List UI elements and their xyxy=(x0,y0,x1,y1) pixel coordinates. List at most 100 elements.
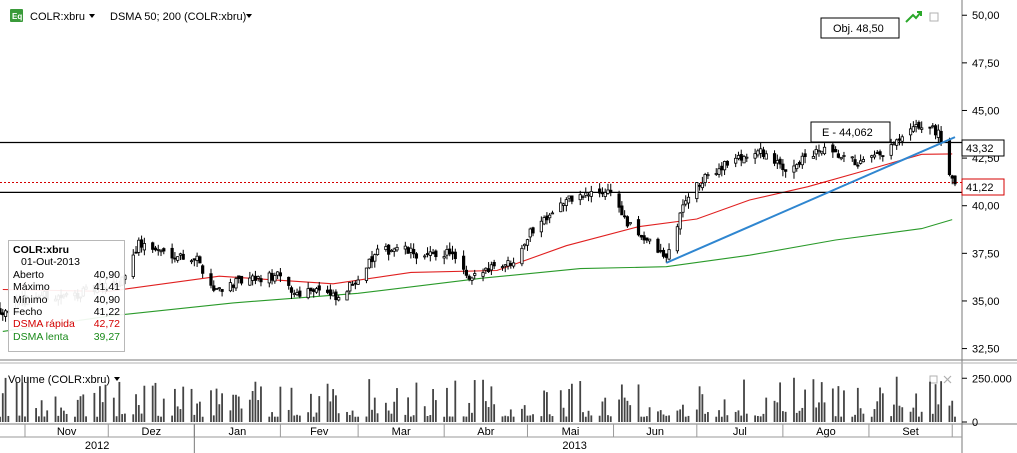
volume-bar xyxy=(82,394,85,422)
candle-body xyxy=(564,199,568,206)
candle-body xyxy=(139,239,144,248)
month-label: Mai xyxy=(562,426,580,438)
volume-bar xyxy=(493,404,496,422)
volume-bar xyxy=(210,390,212,422)
volume-bar xyxy=(237,396,240,422)
volume-bar xyxy=(565,416,568,422)
symbol-dropdown[interactable]: COLR:xbru xyxy=(30,11,85,23)
volume-bar xyxy=(296,414,298,422)
candle-body xyxy=(181,253,185,260)
candle-body xyxy=(567,195,571,199)
candle-body xyxy=(337,297,341,301)
candle-body xyxy=(664,253,668,258)
volume-bar xyxy=(934,384,937,422)
volume-bar xyxy=(948,405,951,422)
chevron-down-icon[interactable] xyxy=(89,14,95,18)
legend-row-label: DSMA lenta xyxy=(13,330,69,343)
candle-body xyxy=(700,182,704,189)
candle-body xyxy=(725,160,729,166)
volume-bar xyxy=(931,413,934,422)
trend-up-icon[interactable] xyxy=(905,11,922,23)
candle-body xyxy=(442,256,446,259)
candle-body xyxy=(453,251,457,260)
candle-body xyxy=(467,275,471,280)
volume-bar xyxy=(151,385,154,422)
chevron-down-icon[interactable] xyxy=(246,14,252,18)
candle-body xyxy=(617,193,621,208)
legend-row-value: 40,90 xyxy=(93,293,120,306)
volume-bar xyxy=(40,400,43,422)
candle-body xyxy=(659,250,663,252)
volume-bar xyxy=(287,409,290,422)
volume-bar xyxy=(509,409,512,422)
price-tick-label: 47,50 xyxy=(972,58,1000,70)
volume-bar xyxy=(568,389,571,422)
volume-bar xyxy=(582,412,584,422)
volume-bar xyxy=(898,405,901,422)
volume-bar xyxy=(390,413,393,422)
volume-bar xyxy=(318,396,321,422)
candle-body xyxy=(570,195,574,202)
legend-row: Aberto 40,90 xyxy=(13,269,120,281)
resistance-level-tag xyxy=(961,139,1005,157)
candle-body xyxy=(217,287,221,290)
volume-bar xyxy=(426,416,429,422)
chevron-down-icon[interactable] xyxy=(114,377,120,381)
volume-bar xyxy=(157,415,160,422)
volume-bar xyxy=(337,413,340,422)
candle-body xyxy=(584,192,588,196)
volume-bar xyxy=(740,415,743,422)
volume-bar xyxy=(193,414,196,422)
volume-bar xyxy=(662,414,665,422)
volume-bar xyxy=(523,405,526,422)
volume-bar xyxy=(526,415,529,422)
volume-bar xyxy=(540,416,543,422)
close-icon[interactable] xyxy=(943,375,952,384)
volume-panel-title[interactable]: Volume (COLR:xbru) xyxy=(8,374,110,386)
volume-bar xyxy=(18,415,21,422)
candle-body xyxy=(739,154,743,161)
candle-body xyxy=(412,249,416,255)
volume-bar xyxy=(229,410,232,422)
candle-body xyxy=(353,282,357,285)
candle-body xyxy=(717,168,721,175)
indicator-dropdown[interactable]: DSMA 50; 200 (COLR:xbru) xyxy=(110,11,246,23)
legend-date: 01-Out-2013 xyxy=(21,256,80,269)
volume-bar xyxy=(629,405,632,422)
volume-bar xyxy=(268,416,271,422)
candle-body xyxy=(697,184,702,187)
volume-bar xyxy=(451,416,454,422)
candle-body xyxy=(531,227,535,234)
candle-body xyxy=(156,249,160,251)
candle-body xyxy=(686,196,691,204)
volume-bar xyxy=(312,416,315,422)
candle-body xyxy=(620,205,624,216)
volume-bar xyxy=(929,381,931,422)
volume-bar xyxy=(801,407,804,422)
volume-bar xyxy=(335,395,337,422)
volume-bar xyxy=(273,416,276,422)
candle-body xyxy=(289,287,294,293)
volume-bar xyxy=(315,412,318,422)
equity-icon[interactable] xyxy=(10,9,23,22)
volume-bar xyxy=(643,416,645,422)
candle-body xyxy=(445,249,449,256)
legend-row: DSMA rápida 42,72 xyxy=(13,318,120,330)
candle-body xyxy=(908,128,913,136)
legend-row: Fecho 41,22 xyxy=(13,306,120,318)
candle-body xyxy=(295,292,299,296)
volume-bar xyxy=(851,416,854,422)
candle-body xyxy=(395,246,399,251)
volume-bar xyxy=(279,386,282,422)
volume-bar xyxy=(665,415,668,422)
year-label: 2013 xyxy=(562,440,586,452)
candle-body xyxy=(481,272,485,277)
candle-body xyxy=(900,136,904,142)
volume-bar xyxy=(415,382,418,422)
candle-body xyxy=(267,272,271,284)
candle-body xyxy=(759,148,763,154)
candle-body xyxy=(548,214,552,219)
volume-bar xyxy=(551,416,554,422)
maximize-icon[interactable] xyxy=(929,375,938,384)
maximize-icon[interactable] xyxy=(929,12,939,22)
